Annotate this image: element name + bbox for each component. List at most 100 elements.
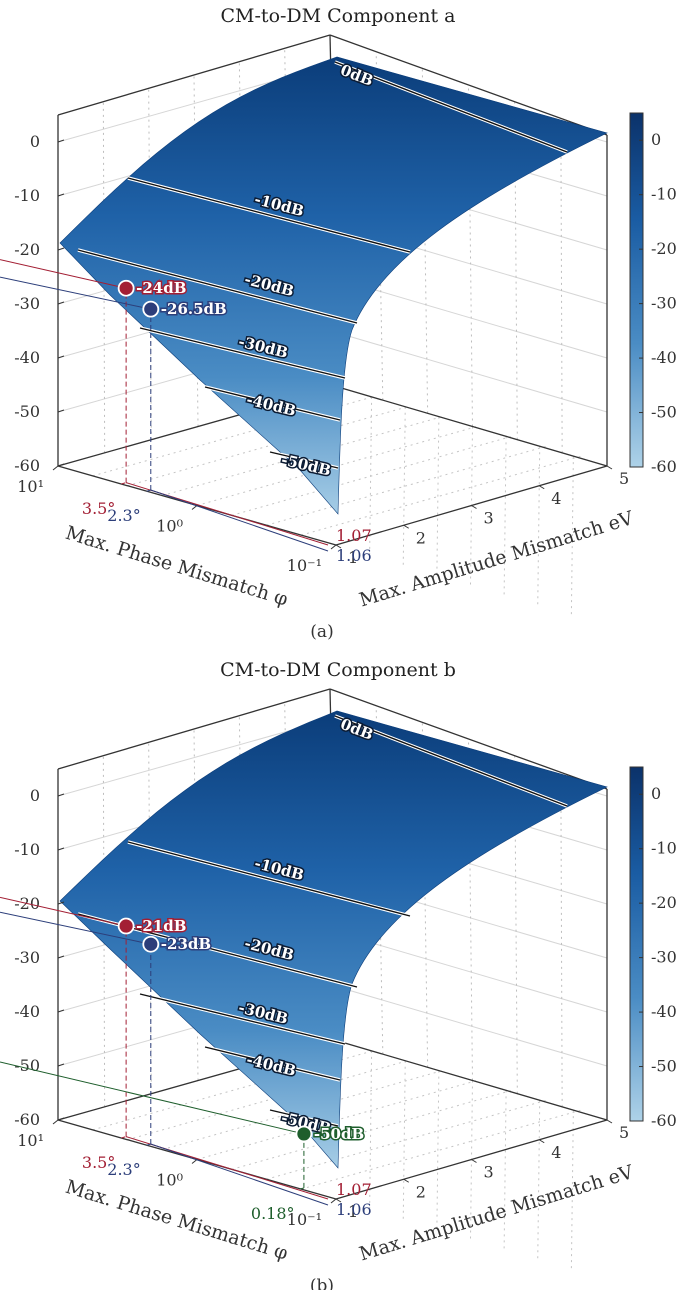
- z-tick-label: -10: [14, 186, 40, 205]
- grid-line: [570, 456, 574, 615]
- grid-line: [301, 455, 582, 536]
- grid-line: [266, 445, 547, 526]
- z-tick: [57, 955, 65, 959]
- marker-amplitude-label: 1.07: [336, 1180, 372, 1199]
- marker-point: [142, 935, 160, 953]
- grid-line: [570, 1110, 574, 1269]
- contour-line: [204, 1046, 341, 1081]
- contour-line: [334, 715, 568, 807]
- z-tick-label: -60: [14, 1110, 40, 1129]
- colorbar-tick-label: -50: [651, 403, 676, 422]
- z-tick-label: -20: [14, 240, 40, 259]
- contour-line: [127, 177, 411, 253]
- z-tick-label: -50: [14, 402, 40, 421]
- z-axis-ticks: 0 -10 -20 -30 -40 -50 -60: [14, 132, 65, 475]
- axis-edge: [329, 34, 608, 136]
- grid-line: [337, 932, 608, 1013]
- colorbar-tick-label: -60: [651, 1111, 676, 1130]
- marker-phase-label: 2.3°: [107, 506, 140, 525]
- phase-tick-label: 10⁻¹: [287, 1210, 322, 1229]
- marker-floor-line: [121, 482, 127, 485]
- grid-line: [503, 436, 507, 595]
- z-tick: [57, 247, 65, 251]
- marker-value-label: -24dB: [136, 279, 186, 297]
- marker-z-line: [0, 259, 127, 289]
- amplitude-axis-label: Max. Amplitude Mismatch eV: [357, 507, 636, 611]
- z-tick-label: -40: [14, 1002, 40, 1021]
- z-tick-label: -30: [14, 294, 40, 313]
- amplitude-tick-label: 5: [619, 1123, 629, 1142]
- marker-point: [117, 279, 135, 297]
- grid-line: [231, 435, 512, 516]
- chart-panel-a: CM-to-DM Component a0dB-10dB-20dB-30dB-4…: [0, 5, 676, 642]
- colorbar-tick-label: 0: [651, 130, 661, 149]
- grid-line: [337, 332, 608, 413]
- grid-line: [537, 446, 541, 605]
- phase-tick: [52, 1119, 59, 1125]
- z-tick: [57, 1117, 65, 1121]
- marker-phase-label: 3.5°: [82, 499, 115, 518]
- amplitude-tick-label: 2: [416, 528, 426, 547]
- contour-line: [334, 61, 568, 153]
- marker-floor-line: [146, 1143, 151, 1146]
- grid-line: [402, 406, 406, 565]
- amplitude-axis: 1 2 3 4 5 Max. Amplitude Mismatch eV: [335, 465, 636, 611]
- marker-value-label: -23dB: [161, 935, 211, 953]
- surface: [59, 56, 608, 515]
- z-tick: [57, 355, 65, 359]
- colorbar-tick-label: -40: [651, 348, 676, 367]
- grid-line: [537, 1100, 541, 1259]
- axis-edge: [329, 688, 608, 790]
- contour-line: [139, 993, 346, 1045]
- axis-edge: [57, 34, 331, 116]
- z-tick: [57, 901, 65, 905]
- marker-floor-line: [121, 1136, 127, 1139]
- grid-line: [127, 1060, 408, 1141]
- axis-edge: [57, 688, 331, 770]
- z-tick: [57, 1063, 65, 1067]
- grid-line: [514, 101, 518, 440]
- markers: 1.07 3.5° -24dB 1.06 2.3° -26.5dB: [0, 259, 372, 565]
- marker-floor-line: [146, 489, 151, 492]
- grid-line: [231, 1089, 512, 1170]
- z-tick-label: -40: [14, 348, 40, 367]
- grid-line: [337, 986, 608, 1067]
- grid-line: [560, 118, 563, 453]
- axis-edge: [337, 386, 608, 467]
- amplitude-tick-label: 4: [551, 489, 561, 508]
- grid-line: [402, 1060, 406, 1219]
- colorbar-tick-label: -10: [651, 185, 676, 204]
- colorbar-bar: [629, 766, 644, 1122]
- phase-tick: [330, 1198, 337, 1204]
- amplitude-tick: [403, 524, 410, 529]
- marker-point: [142, 300, 160, 318]
- marker-floor-line: [300, 1187, 305, 1190]
- marker-phase-label: 2.3°: [107, 1160, 140, 1179]
- amplitude-tick: [471, 505, 477, 509]
- amplitude-tick-label: 3: [484, 1163, 494, 1182]
- contour-line: [127, 841, 411, 917]
- amplitude-tick-label: 5: [619, 469, 629, 488]
- z-tick-label: 0: [30, 786, 40, 805]
- amplitude-tick: [471, 1159, 477, 1163]
- amplitude-tick-label: 3: [484, 509, 494, 528]
- grid-line: [266, 1099, 547, 1180]
- marker-point: [295, 1125, 313, 1143]
- marker-z-line: [0, 896, 127, 927]
- marker-point: [117, 917, 135, 935]
- phase-tick-label: 10⁻¹: [287, 556, 322, 575]
- grid-line: [301, 1109, 582, 1190]
- chart-title: CM-to-DM Component b: [220, 659, 456, 681]
- amplitude-tick-label: 1: [348, 1202, 358, 1221]
- z-tick: [57, 301, 65, 305]
- amplitude-tick: [538, 485, 545, 490]
- z-tick-label: -10: [14, 840, 40, 859]
- colorbar-tick-label: -40: [651, 1002, 676, 1021]
- z-tick: [57, 1009, 65, 1013]
- contour-line: [204, 386, 341, 421]
- amplitude-tick: [403, 1178, 410, 1183]
- colorbar-tick-label: -30: [651, 948, 676, 967]
- surface: [59, 710, 608, 1169]
- z-tick-label: 0: [30, 132, 40, 151]
